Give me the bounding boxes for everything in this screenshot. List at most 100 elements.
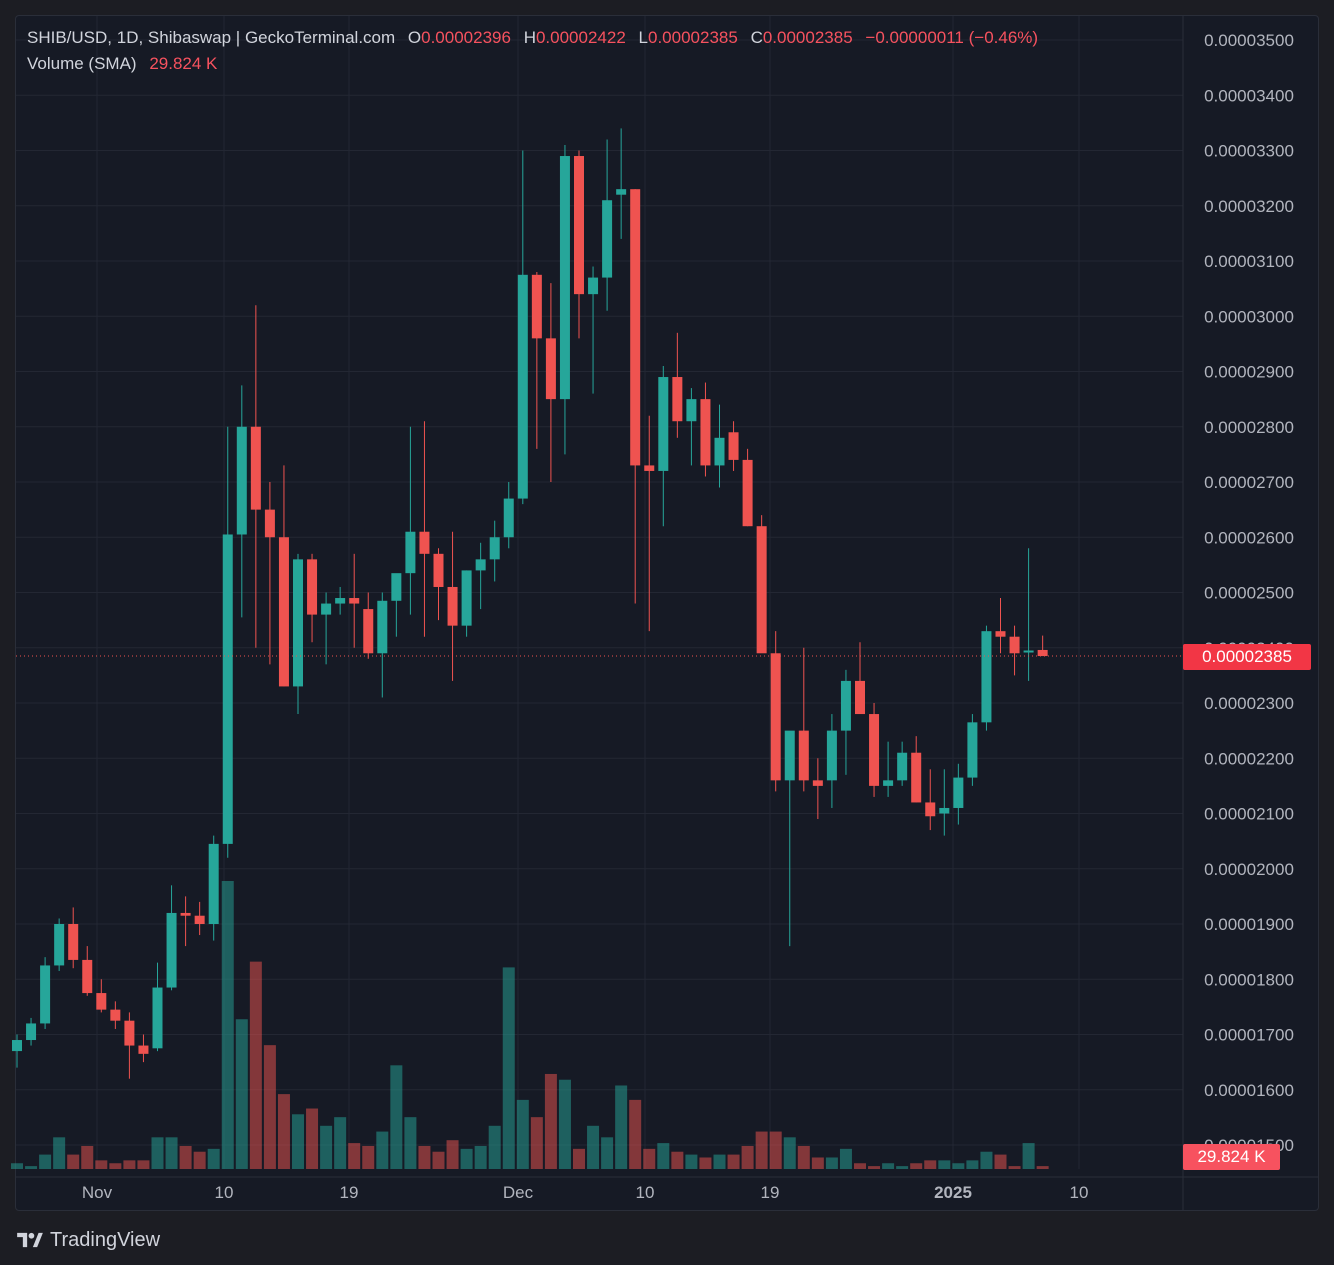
candle-body [742, 459, 753, 527]
candle-body [475, 559, 486, 571]
candle-body [897, 752, 908, 781]
volume-bar [910, 1163, 923, 1169]
candle [222, 426, 233, 858]
candle-body [12, 1040, 22, 1052]
volume-bar [755, 1131, 768, 1169]
candle-body [278, 537, 289, 687]
volume-bar [952, 1163, 965, 1169]
candle [953, 763, 964, 825]
candle [54, 918, 65, 971]
volume-bar [235, 1019, 248, 1169]
chart-legend-volume: Volume (SMA) 29.824 K [27, 54, 217, 74]
close-label: C [750, 28, 763, 47]
candle [321, 592, 332, 665]
candle [264, 482, 275, 665]
candle [630, 189, 641, 604]
candle [784, 730, 795, 947]
candle [559, 144, 570, 455]
candle-body [307, 559, 318, 615]
candle [503, 482, 514, 549]
candle-body [96, 993, 107, 1010]
candle [700, 382, 711, 477]
y-tick-label: 0.00001900 [1204, 915, 1294, 934]
candle [742, 448, 753, 527]
last-price-badge: 0.00002385 [1183, 644, 1311, 670]
candle [897, 741, 908, 786]
volume-bar [587, 1125, 600, 1169]
volume-bar [1036, 1166, 1049, 1169]
candle-body [995, 631, 1006, 637]
close-value: 0.00002385 [762, 28, 853, 47]
candle [1009, 625, 1020, 676]
candle-body [826, 730, 837, 781]
volume-bar [404, 1117, 417, 1169]
candle-body [222, 534, 233, 844]
x-tick-label: 10 [215, 1183, 234, 1202]
candle [714, 404, 725, 488]
candle-body [447, 586, 458, 626]
volume-bar [966, 1160, 979, 1169]
candle [475, 542, 486, 610]
candle-body [700, 399, 711, 466]
candle [574, 150, 584, 339]
candle-body [883, 780, 894, 786]
x-tick-label: 10 [1070, 1183, 1089, 1202]
candle-body [855, 680, 865, 715]
candle [545, 283, 556, 482]
last-volume-badge: 29.824 K [1183, 1144, 1280, 1170]
volume-bar [797, 1145, 810, 1169]
candle-body [82, 959, 93, 994]
volume-bar [306, 1108, 319, 1169]
volume-bar [516, 1099, 529, 1169]
volume-bar [179, 1145, 192, 1169]
open-label: O [407, 28, 422, 47]
volume-label[interactable]: Volume (SMA) [27, 54, 137, 73]
volume-bar [151, 1137, 164, 1169]
y-tick-label: 0.00001700 [1204, 1026, 1294, 1045]
candle-body [531, 274, 542, 339]
volume-bar [1008, 1166, 1021, 1169]
volume-bar [221, 881, 234, 1169]
volume-bar [811, 1157, 824, 1169]
x-tick-label: 10 [636, 1183, 655, 1202]
candle [208, 835, 219, 941]
candle [307, 553, 318, 643]
candle [939, 769, 950, 836]
volume-bar [418, 1145, 431, 1169]
candle [82, 946, 93, 996]
volume-bar [53, 1137, 66, 1169]
candle [250, 305, 261, 648]
tradingview-brand[interactable]: TradingView [16, 1227, 160, 1253]
volume-bar [446, 1140, 459, 1169]
y-tick-label: 0.00002600 [1204, 528, 1294, 547]
y-tick-label: 0.00003400 [1204, 86, 1294, 105]
volume-bar [615, 1085, 628, 1169]
candle [644, 415, 655, 632]
candle-body [644, 465, 655, 471]
candle-body [728, 432, 739, 460]
candle [756, 515, 767, 654]
open-value: 0.00002396 [421, 28, 511, 47]
volume-bar [643, 1148, 656, 1169]
candle [840, 669, 851, 775]
volume-bar [292, 1114, 304, 1169]
y-tick-label: 0.00003100 [1204, 252, 1294, 271]
candle-body [1009, 636, 1020, 654]
symbol-title[interactable]: SHIB/USD, 1D, Shibaswap | GeckoTerminal.… [27, 28, 396, 47]
volume-bar [924, 1160, 937, 1169]
candle [405, 426, 416, 615]
volume-bar [207, 1148, 220, 1169]
volume-bar [994, 1154, 1007, 1169]
candle-body [602, 200, 613, 278]
candle [236, 385, 247, 618]
candle-body [391, 573, 402, 601]
high-value: 0.00002422 [535, 28, 626, 47]
candle-body [798, 730, 809, 781]
volume-bar [671, 1151, 684, 1169]
candle [447, 531, 458, 681]
volume-bar [530, 1117, 543, 1169]
x-tick-label: 19 [340, 1183, 359, 1202]
candle-body [686, 399, 697, 422]
candle-body [545, 338, 556, 400]
